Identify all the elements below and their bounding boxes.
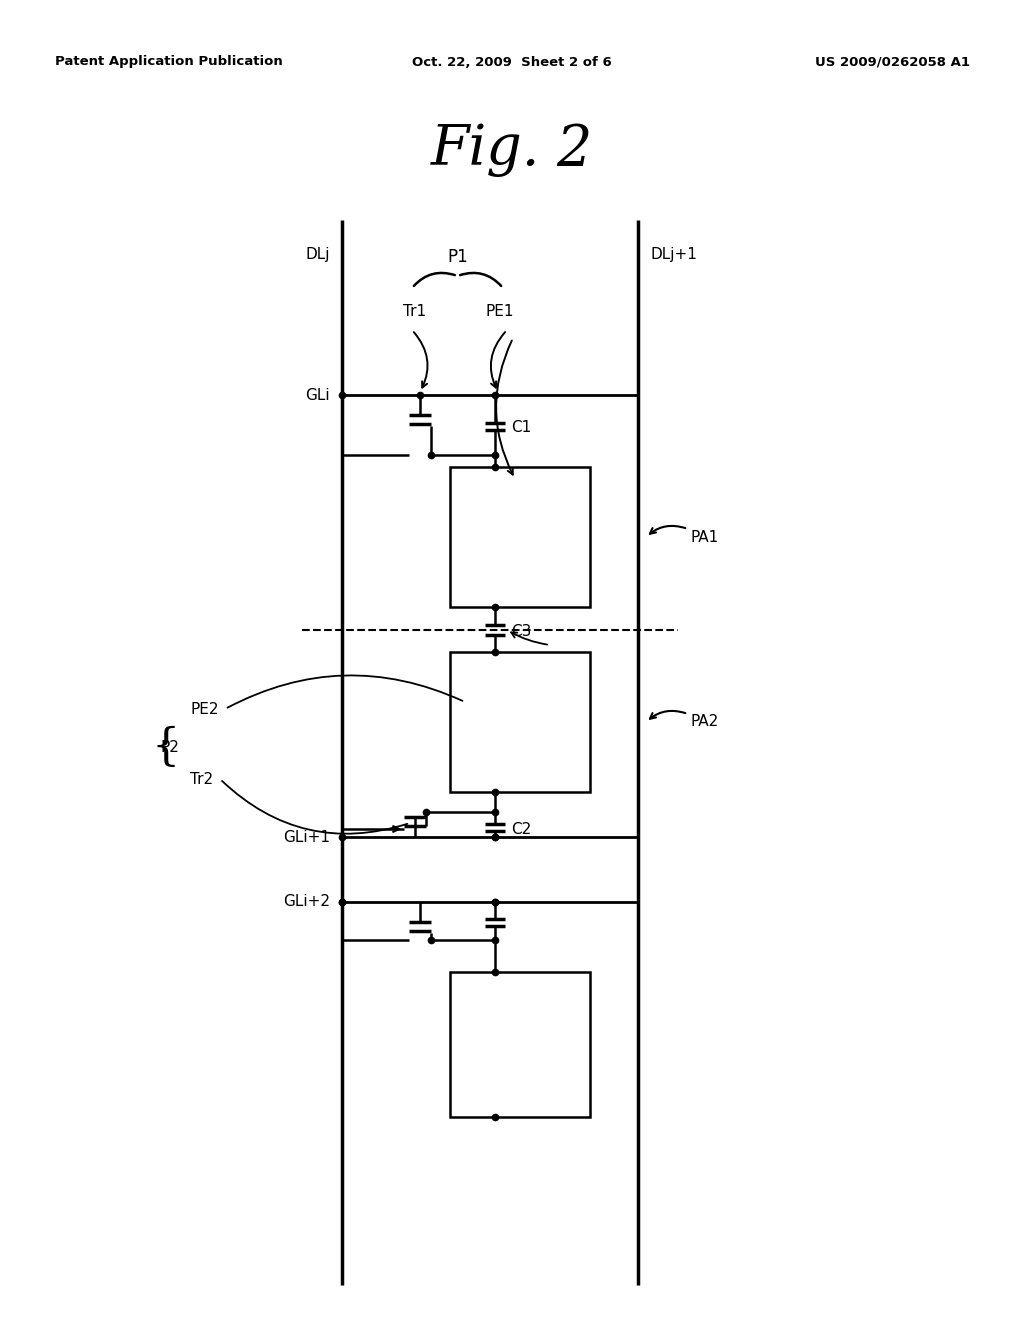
Text: PE2: PE2 bbox=[190, 701, 218, 717]
Text: Tr2: Tr2 bbox=[190, 771, 213, 787]
Text: US 2009/0262058 A1: US 2009/0262058 A1 bbox=[815, 55, 970, 69]
Text: GLi+1: GLi+1 bbox=[283, 829, 330, 845]
Text: GLi: GLi bbox=[305, 388, 330, 403]
Text: C2: C2 bbox=[511, 821, 531, 837]
Bar bbox=[450, 972, 590, 1117]
Text: Fig. 2: Fig. 2 bbox=[431, 123, 593, 177]
Text: P2: P2 bbox=[160, 739, 179, 755]
Text: DLj: DLj bbox=[305, 248, 330, 263]
Text: Oct. 22, 2009  Sheet 2 of 6: Oct. 22, 2009 Sheet 2 of 6 bbox=[412, 55, 612, 69]
Text: Tr1: Tr1 bbox=[403, 305, 427, 319]
Text: PA2: PA2 bbox=[690, 714, 718, 730]
Text: PE1: PE1 bbox=[485, 305, 514, 319]
Text: C3: C3 bbox=[511, 624, 531, 639]
Text: DLj+1: DLj+1 bbox=[650, 248, 697, 263]
Text: Patent Application Publication: Patent Application Publication bbox=[55, 55, 283, 69]
Text: P1: P1 bbox=[447, 248, 468, 267]
Text: {: { bbox=[152, 726, 180, 768]
Text: GLi+2: GLi+2 bbox=[283, 895, 330, 909]
Text: PA1: PA1 bbox=[690, 529, 718, 544]
Text: C1: C1 bbox=[511, 421, 531, 436]
Bar bbox=[450, 467, 590, 607]
Bar bbox=[450, 652, 590, 792]
